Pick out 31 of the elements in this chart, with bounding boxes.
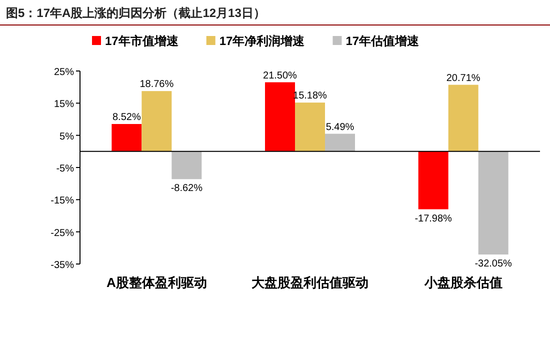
data-label: -8.62% [170,183,203,194]
legend-label: 17年估值增速 [346,34,420,48]
y-tick-label: 25% [54,67,74,78]
data-label: 5.49% [326,122,354,133]
bar [448,84,478,152]
data-label: -32.05% [474,258,512,270]
y-tick-label: -25% [50,228,74,239]
bar [295,102,325,152]
data-label: 8.52% [112,112,141,124]
legend-label: 17年市值增速 [105,34,180,48]
legend-label: 17年净利润增速 [219,34,306,48]
y-tick-label: 5% [60,131,74,142]
data-label: 20.71% [446,72,480,84]
bar [478,151,508,255]
x-tick-label: 小盘股杀估值 [423,275,502,290]
bar [265,82,295,152]
y-tick-label: 15% [54,99,74,110]
y-tick-label: -15% [50,196,74,207]
data-label: 18.76% [140,79,174,90]
y-tick-label: -35% [50,260,74,271]
bar [172,151,202,180]
bar [112,124,142,152]
bar [418,151,448,210]
x-tick-label: A股整体盈利驱动 [106,275,207,290]
chart-title: 图5：17年A股上涨的归因分析（截止12月13日） [6,6,266,20]
data-label: 21.50% [263,70,298,82]
x-tick-label: 大盘股盈利估值驱动 [252,275,368,290]
data-label: -17.98% [414,213,452,224]
bar [325,134,355,152]
bar [142,91,172,152]
y-tick-label: -5% [56,164,74,174]
